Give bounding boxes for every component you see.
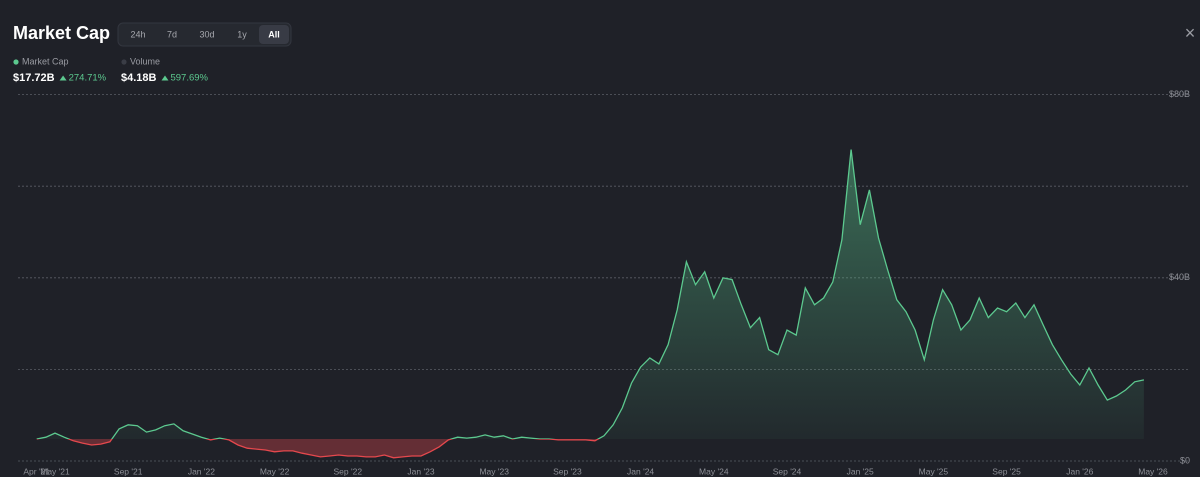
x-tick-label: May '26: [1138, 466, 1168, 476]
legend-dot: [13, 59, 19, 65]
legend-name: Market Cap: [22, 56, 69, 66]
line-up: [36, 149, 1145, 440]
y-tick-label: $40B: [1169, 272, 1190, 282]
tab[interactable]: 24h: [130, 29, 145, 39]
x-tick-label: Sep '22: [334, 466, 363, 476]
tab-active-bg: [259, 25, 289, 44]
y-tick-label: $80B: [1169, 89, 1190, 99]
x-tick-label: Sep '23: [553, 466, 582, 476]
line-down: [36, 439, 600, 459]
tab[interactable]: All: [268, 29, 280, 39]
up-arrow: [161, 75, 169, 81]
legend-dot: [121, 59, 127, 65]
x-tick-label: Jan '22: [188, 466, 215, 476]
x-tick-label: Jan '25: [847, 466, 874, 476]
legend-name: Volume: [130, 56, 160, 66]
legend-change: 274.71%: [69, 73, 107, 84]
x-tick-label: Jan '26: [1066, 466, 1093, 476]
x-tick-label: May '21: [40, 466, 70, 476]
legend-value: $17.72B: [13, 72, 55, 84]
x-tick-label: Sep '25: [992, 466, 1021, 476]
area-up: [36, 149, 1144, 440]
up-arrow: [59, 75, 67, 81]
title: Market Cap: [13, 23, 110, 43]
y-tick-label: $0: [1180, 455, 1190, 465]
x-tick-label: Apr '21: [23, 466, 50, 476]
legend-change: 597.69%: [170, 73, 208, 84]
x-tick-label: Jan '23: [407, 466, 434, 476]
x-tick-label: May '23: [479, 466, 509, 476]
tab[interactable]: 30d: [199, 29, 214, 39]
tab[interactable]: 7d: [167, 29, 177, 39]
x-tick-label: May '25: [919, 466, 949, 476]
x-tick-label: May '24: [699, 466, 729, 476]
x-tick-label: Jan '24: [627, 466, 654, 476]
x-tick-label: Sep '21: [114, 466, 143, 476]
x-tick-label: May '22: [260, 466, 290, 476]
x-tick-label: Sep '24: [773, 466, 802, 476]
area-down: [36, 439, 1144, 458]
legend-value: $4.18B: [121, 72, 157, 84]
tab[interactable]: 1y: [237, 29, 247, 39]
close-button[interactable]: ×: [1185, 23, 1196, 43]
tab-group: [117, 22, 292, 47]
